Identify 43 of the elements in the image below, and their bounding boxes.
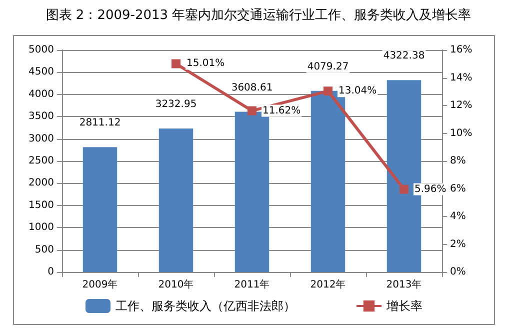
data-label: 15.01% — [186, 58, 225, 70]
data-label: 2811.12 — [79, 118, 121, 129]
y2-tick-label: 8% — [450, 156, 466, 166]
y2-tick-label: 2% — [450, 238, 466, 250]
y2-tick-label: 6% — [450, 183, 466, 194]
data-label: 3608.61 — [231, 82, 273, 94]
legend-label: 增长率 — [386, 299, 422, 313]
y-tick-label: 0 — [48, 266, 54, 278]
y-tick-label: 3000 — [28, 133, 54, 144]
data-label: 4079.27 — [307, 61, 349, 72]
data-label: 11.62% — [262, 105, 301, 116]
x-tick-label: 2009年 — [82, 278, 118, 290]
point — [172, 59, 180, 68]
data-label: 13.04% — [338, 86, 377, 97]
y2-tick-label: 14% — [450, 72, 472, 84]
legend-label: 工作、服务类收入（亿西非法郎） — [116, 299, 296, 313]
data-label: 5.96% — [414, 184, 446, 195]
y-tick-label: 2000 — [28, 178, 54, 189]
point — [324, 86, 332, 96]
y2-tick-label: 4% — [450, 211, 466, 222]
y-tick-label: 1000 — [28, 222, 54, 234]
y-tick-label: 4500 — [28, 66, 54, 78]
x-tick-label: 2012年 — [310, 278, 346, 290]
y-tick-label: 2500 — [28, 156, 54, 166]
y2-tick-label: 10% — [450, 128, 472, 139]
chart-title: 图表 2：2009-2013 年塞内加尔交通运输行业工作、服务类收入及增长率 — [44, 7, 472, 24]
point — [248, 106, 256, 116]
x-tick-label: 2010年 — [158, 278, 194, 290]
y2-tick-label: 16% — [450, 44, 472, 56]
point — [400, 184, 408, 194]
bar — [158, 128, 194, 272]
y-tick-label: 5000 — [28, 44, 54, 56]
y-tick-label: 500 — [34, 244, 54, 256]
y-tick-label: 4000 — [28, 88, 54, 100]
y-tick-label: 1500 — [28, 200, 54, 211]
x-tick-label: 2011年 — [234, 278, 270, 290]
y2-tick-label: 12% — [450, 100, 472, 111]
y-tick-label: 3500 — [28, 111, 54, 122]
data-label: 3232.95 — [155, 98, 197, 110]
y2-tick-label: 0% — [450, 266, 466, 278]
bar — [82, 147, 118, 272]
data-label: 4322.38 — [383, 50, 425, 62]
x-tick-label: 2013年 — [386, 278, 422, 290]
